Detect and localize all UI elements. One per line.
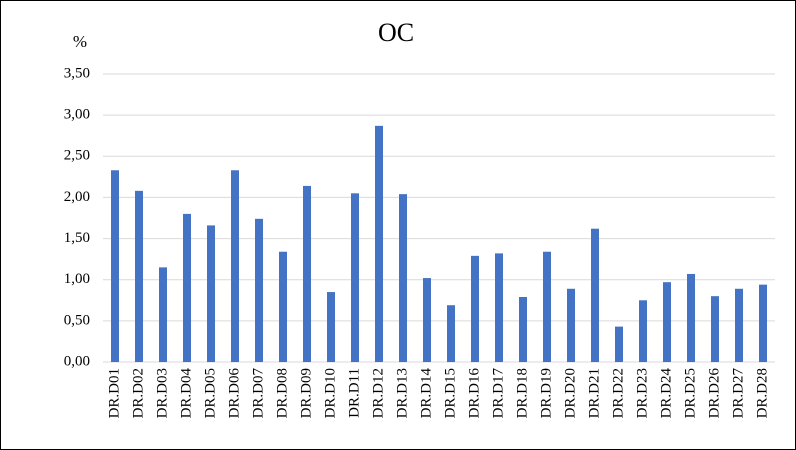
x-tick-label: DR.D06 [226,368,242,419]
bar [375,125,383,362]
bar [567,288,575,362]
bar [351,193,359,362]
bar [639,300,647,362]
bar [327,292,335,362]
x-tick-label: DR.D10 [322,368,338,418]
x-tick-label: DR.D27 [730,368,746,419]
y-tick-label: 3,00 [64,107,90,123]
bar [207,225,215,362]
x-tick-label: DR.D14 [418,368,434,419]
bar [615,326,623,362]
bar [735,288,743,362]
bar [183,213,191,362]
bar [663,282,671,362]
x-tick-label: DR.D13 [394,368,410,418]
x-tick-label: DR.D22 [610,368,626,418]
y-tick-label: 0,50 [64,312,90,328]
bar [711,296,719,362]
x-tick-label: DR.D01 [106,368,122,418]
bar [231,170,239,362]
x-tick-label: DR.D11 [346,368,362,418]
bar [447,305,455,362]
y-tick-label: 2,00 [64,189,90,205]
y-tick-label: 1,00 [64,271,90,287]
x-tick-label: DR.D24 [658,368,674,419]
bar [135,190,143,362]
x-tick-label: DR.D07 [250,368,266,419]
x-tick-label: DR.D18 [514,368,530,418]
bar [495,253,503,362]
x-tick-label: DR.D03 [154,368,170,418]
bar [687,273,695,362]
x-tick-label: DR.D20 [562,368,578,418]
x-tick-label: DR.D05 [202,368,218,418]
y-tick-label: 1,50 [64,230,90,246]
x-tick-label: DR.D12 [370,368,386,418]
x-tick-label: DR.D26 [706,368,722,419]
y-axis-label: % [73,32,87,51]
bar [255,218,263,362]
bar [399,194,407,362]
bar [759,284,767,362]
x-tick-label: DR.D28 [754,368,770,418]
x-tick-label: DR.D15 [442,368,458,418]
bar [159,267,167,362]
x-tick-label: DR.D04 [178,368,194,419]
y-tick-label: 2,50 [64,148,90,164]
x-tick-label: DR.D19 [538,368,554,418]
bar [591,228,599,362]
y-tick-label: 0,00 [64,353,90,369]
x-tick-label: DR.D17 [490,368,506,419]
bar [519,296,527,362]
bar [543,251,551,362]
bar [471,255,479,362]
x-tick-label: DR.D08 [274,368,290,418]
x-tick-label: DR.D02 [130,368,146,418]
x-tick-label: DR.D25 [682,368,698,418]
bar [423,278,431,362]
x-tick-label: DR.D23 [634,368,650,418]
chart-title: OC [378,18,414,47]
x-tick-label: DR.D09 [298,368,314,418]
y-tick-label: 3,50 [64,65,90,81]
x-tick-label: DR.D21 [586,368,602,418]
bar [279,251,287,362]
bar [303,185,311,362]
x-tick-label: DR.D16 [466,368,482,419]
bar [111,170,119,362]
